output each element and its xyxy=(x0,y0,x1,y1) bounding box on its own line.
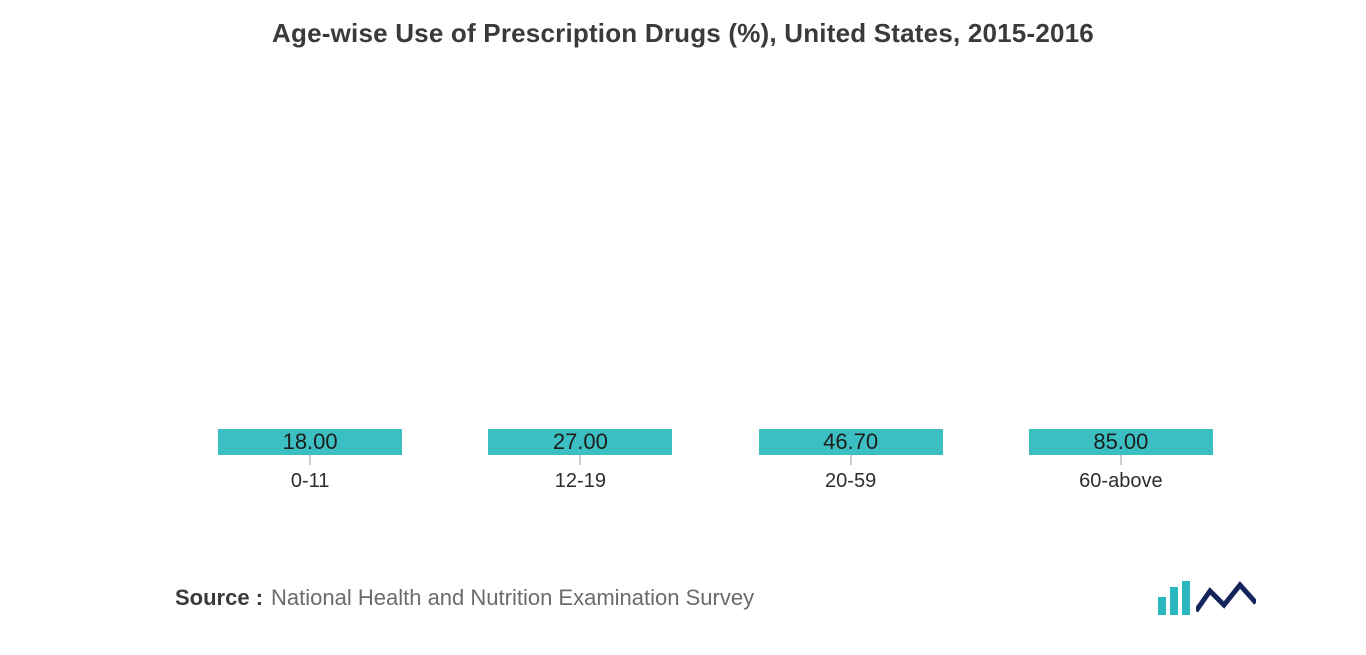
bar-value-2: 46.70 xyxy=(823,429,878,455)
source-label: Source : xyxy=(175,585,263,611)
brand-logo xyxy=(1158,581,1256,615)
chart-area: 18.00 0-11 27.00 12-19 46.70 xyxy=(175,90,1256,495)
source-row: Source : National Health and Nutrition E… xyxy=(175,581,1256,615)
x-label-0: 0-11 xyxy=(291,470,330,493)
bars-row: 18.00 0-11 27.00 12-19 46.70 xyxy=(175,90,1256,455)
logo-bars-icon xyxy=(1158,581,1190,615)
x-tick-1 xyxy=(580,455,581,465)
chart-container: Age-wise Use of Prescription Drugs (%), … xyxy=(0,0,1366,655)
bar-2: 46.70 xyxy=(759,429,943,455)
bar-slot-1: 27.00 12-19 xyxy=(445,429,715,455)
x-tick-3 xyxy=(1120,455,1121,465)
x-tick-2 xyxy=(850,455,851,465)
x-label-3: 60-above xyxy=(1079,470,1162,493)
x-tick-0 xyxy=(310,455,311,465)
bar-slot-3: 85.00 60-above xyxy=(986,429,1256,455)
source-text: Source : National Health and Nutrition E… xyxy=(175,585,754,611)
x-label-2: 20-59 xyxy=(825,470,876,493)
bar-3: 85.00 xyxy=(1029,429,1213,455)
bar-slot-0: 18.00 0-11 xyxy=(175,429,445,455)
bar-0: 18.00 xyxy=(218,429,402,455)
bar-value-1: 27.00 xyxy=(553,429,608,455)
bar-slot-2: 46.70 20-59 xyxy=(716,429,986,455)
bar-1: 27.00 xyxy=(488,429,672,455)
x-label-1: 12-19 xyxy=(555,470,606,493)
bar-value-3: 85.00 xyxy=(1093,429,1148,455)
logo-line-icon xyxy=(1196,581,1256,615)
source-body: National Health and Nutrition Examinatio… xyxy=(271,585,754,611)
chart-title: Age-wise Use of Prescription Drugs (%), … xyxy=(0,18,1366,49)
bar-value-0: 18.00 xyxy=(283,429,338,455)
plot-region: 18.00 0-11 27.00 12-19 46.70 xyxy=(175,90,1256,455)
